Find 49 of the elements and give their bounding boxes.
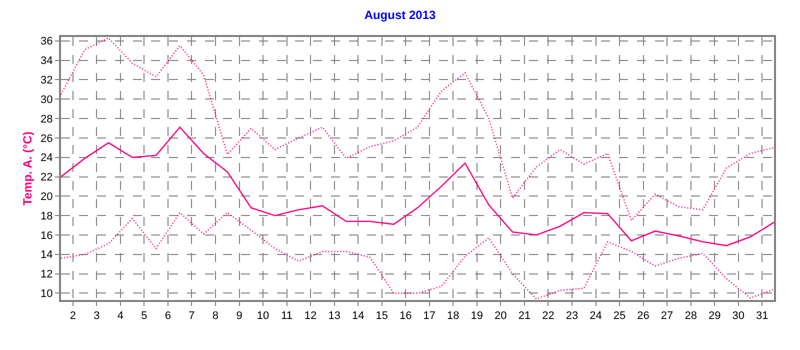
x-tick-label: 28: [684, 310, 697, 322]
y-tick-label: 16: [40, 230, 53, 242]
x-tick-label: 25: [613, 310, 626, 322]
chart-title: August 2013: [364, 8, 436, 22]
x-tick-label: 30: [732, 310, 744, 322]
y-tick-label: 32: [40, 74, 53, 87]
x-tick-label: 4: [117, 310, 124, 322]
y-tick-label: 34: [40, 55, 53, 68]
x-tick-label: 9: [236, 310, 242, 322]
line-series: [61, 212, 774, 300]
x-tick-label: 3: [94, 310, 100, 322]
line-series: [61, 126, 774, 246]
x-tick-label: 26: [637, 310, 650, 322]
y-tick-label: 18: [40, 210, 53, 222]
y-tick-label: 30: [40, 94, 53, 106]
x-tick-label: 31: [756, 310, 768, 322]
x-tick-label: 17: [423, 310, 436, 322]
x-tick-label: 14: [352, 310, 364, 322]
y-tick-label: 26: [40, 132, 53, 145]
x-tick-label: 7: [188, 310, 195, 322]
y-tick-label: 22: [40, 172, 53, 184]
x-tick-label: 11: [281, 310, 292, 322]
y-tick-label: 12: [40, 268, 53, 281]
y-tick-label: 20: [40, 191, 53, 204]
y-axis-title: Temp. A. (°C): [20, 131, 34, 206]
x-tick-label: 29: [708, 310, 721, 322]
x-tick-label: 23: [566, 310, 578, 322]
x-tick-label: 2: [70, 310, 76, 322]
x-tick-label: 20: [494, 310, 507, 322]
x-tick-label: 8: [212, 310, 219, 322]
x-tick-label: 24: [590, 310, 602, 322]
y-tick-label: 14: [40, 249, 53, 262]
x-tick-label: 22: [542, 310, 554, 322]
x-tick-label: 12: [304, 310, 317, 322]
x-tick-label: 27: [660, 310, 674, 322]
x-tick-label: 19: [470, 310, 484, 322]
y-tick-label: 10: [40, 288, 53, 300]
y-tick-label: 36: [40, 36, 53, 48]
x-tick-label: 5: [141, 310, 148, 322]
x-tick-label: 13: [328, 310, 340, 322]
y-tick-label: 24: [40, 152, 53, 164]
x-tick-label: 15: [376, 310, 388, 322]
x-tick-label: 16: [399, 310, 412, 322]
x-tick-label: 6: [164, 310, 172, 322]
y-tick-label: 28: [40, 113, 53, 126]
x-tick-label: 21: [518, 310, 531, 322]
x-tick-label: 18: [447, 310, 460, 322]
x-tick-label: 10: [256, 310, 270, 322]
line-series: [61, 37, 774, 222]
